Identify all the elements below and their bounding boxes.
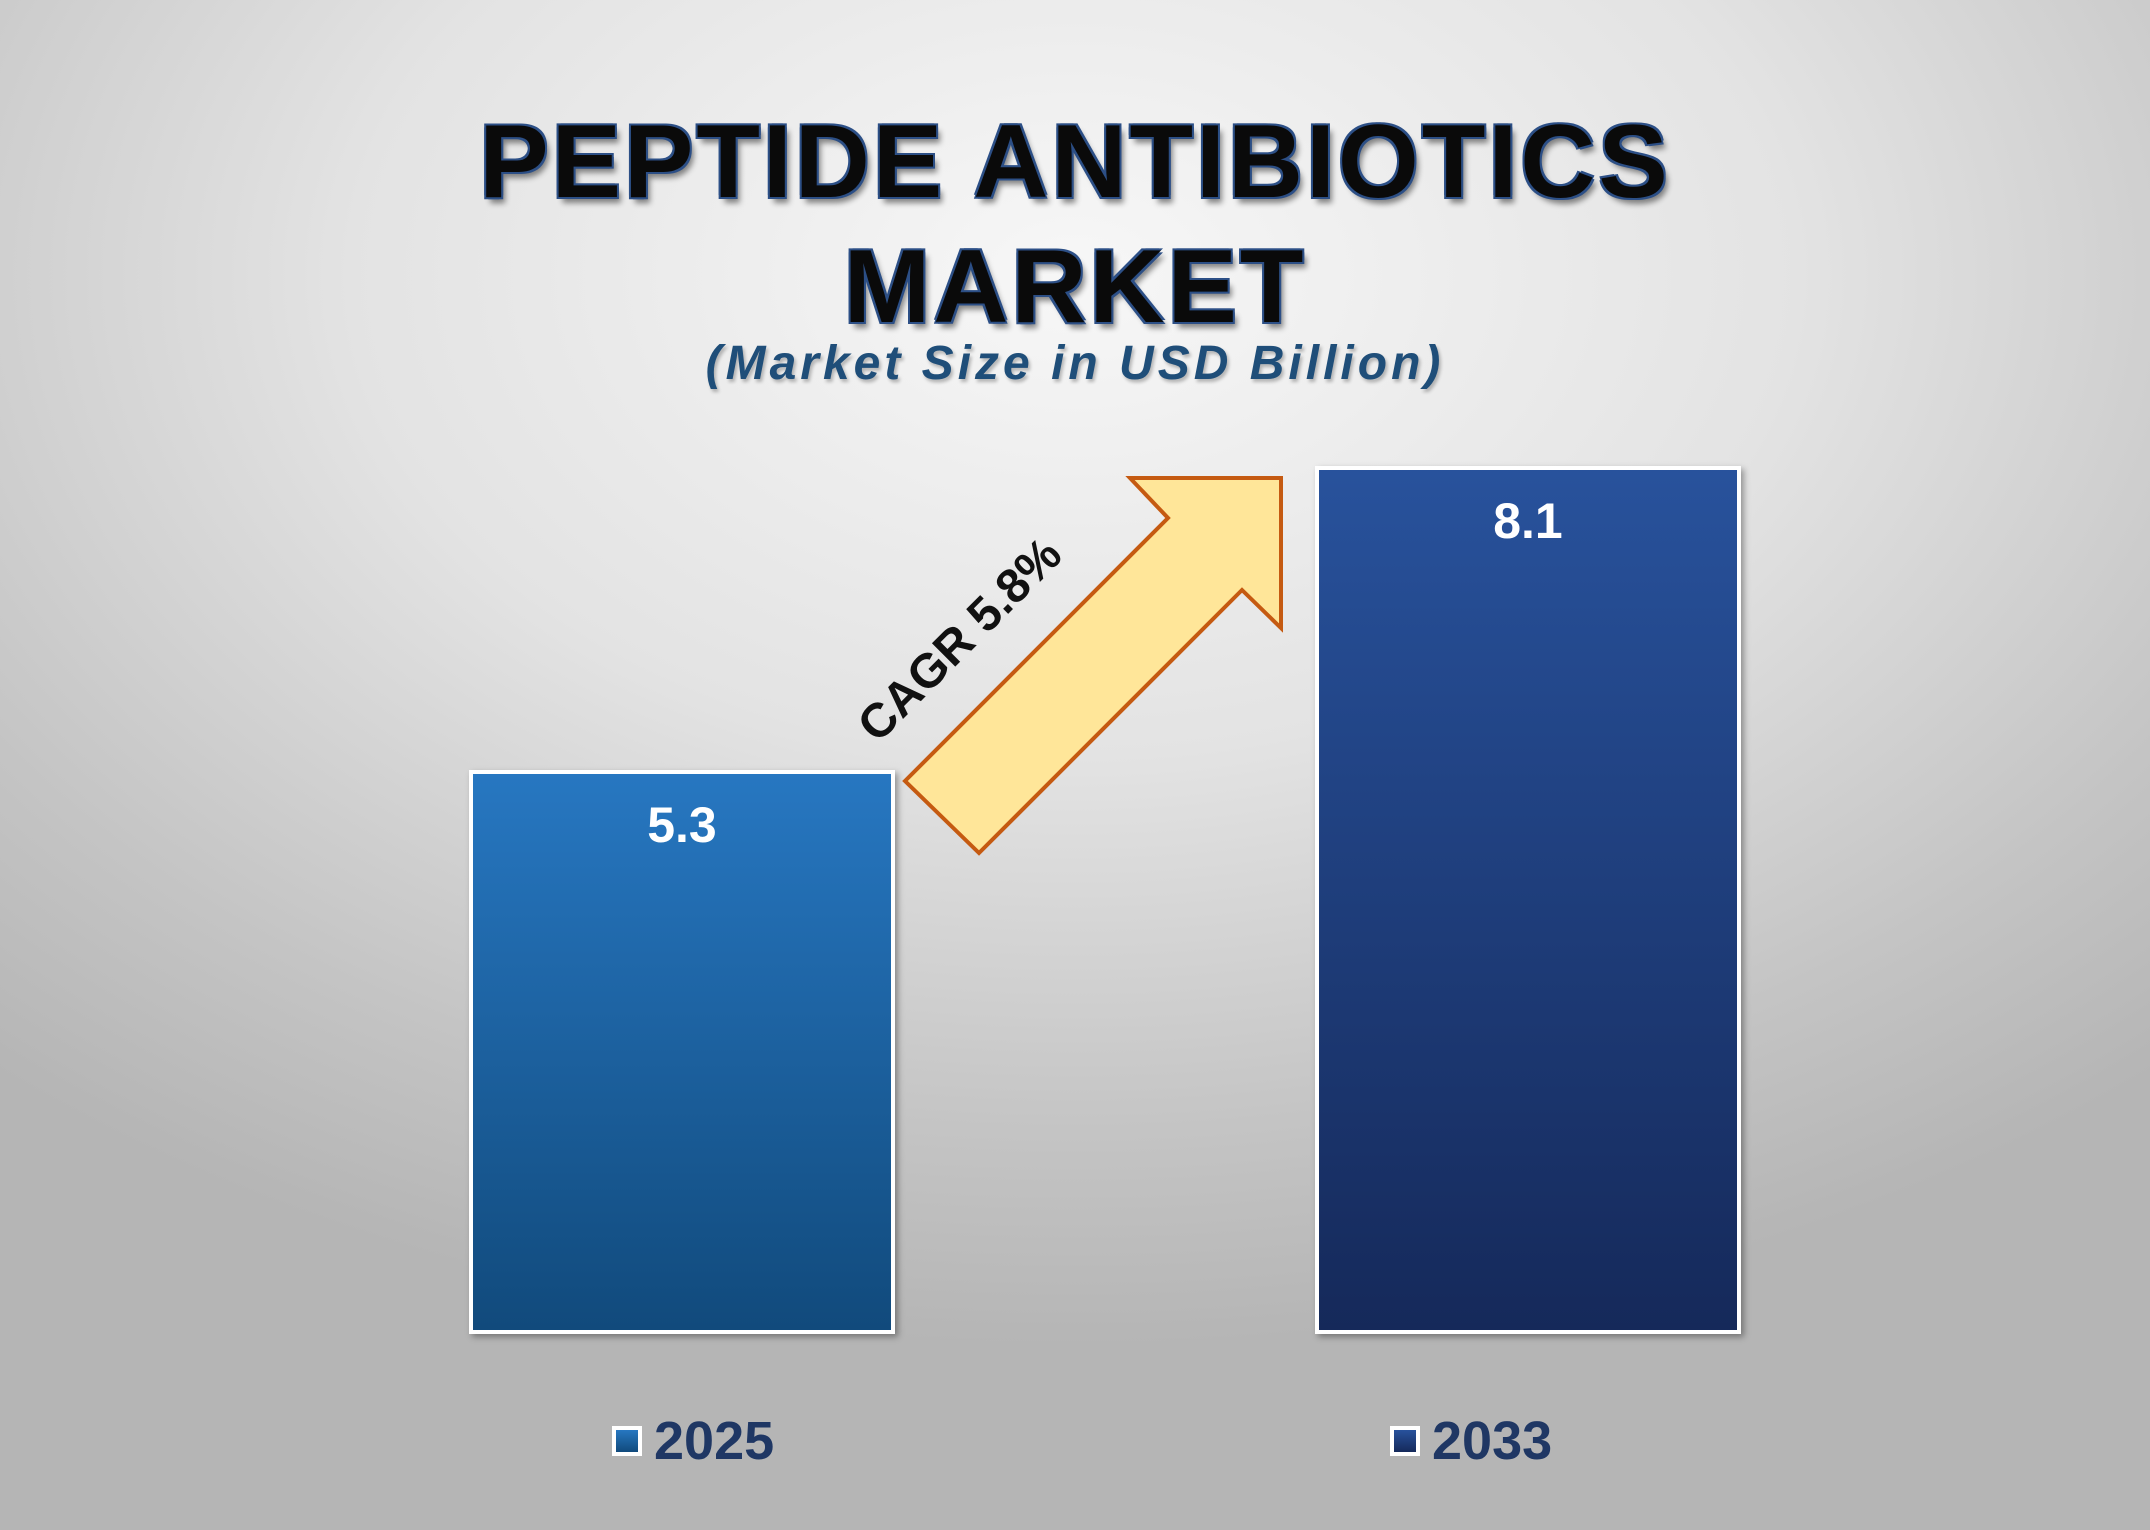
chart-subtitle: (Market Size in USD Billion) — [705, 337, 1445, 390]
legend-swatch-icon — [612, 1426, 642, 1456]
legend-item-2025: 2025 — [612, 1410, 774, 1472]
legend-label: 2025 — [654, 1411, 775, 1471]
bar-value-label: 8.1 — [1493, 493, 1563, 549]
legend-item-2033: 2033 — [1390, 1410, 1552, 1472]
bar-2025: 5.3 — [469, 770, 895, 1334]
chart-title-line2: MARKET — [843, 229, 1307, 345]
bar-value-label: 5.3 — [647, 797, 717, 853]
legend-swatch-icon — [1390, 1426, 1420, 1456]
chart-title-line1: PEPTIDE ANTIBIOTICS — [479, 104, 1671, 220]
legend-label: 2033 — [1432, 1411, 1553, 1471]
bar-2033: 8.1 — [1315, 466, 1741, 1334]
